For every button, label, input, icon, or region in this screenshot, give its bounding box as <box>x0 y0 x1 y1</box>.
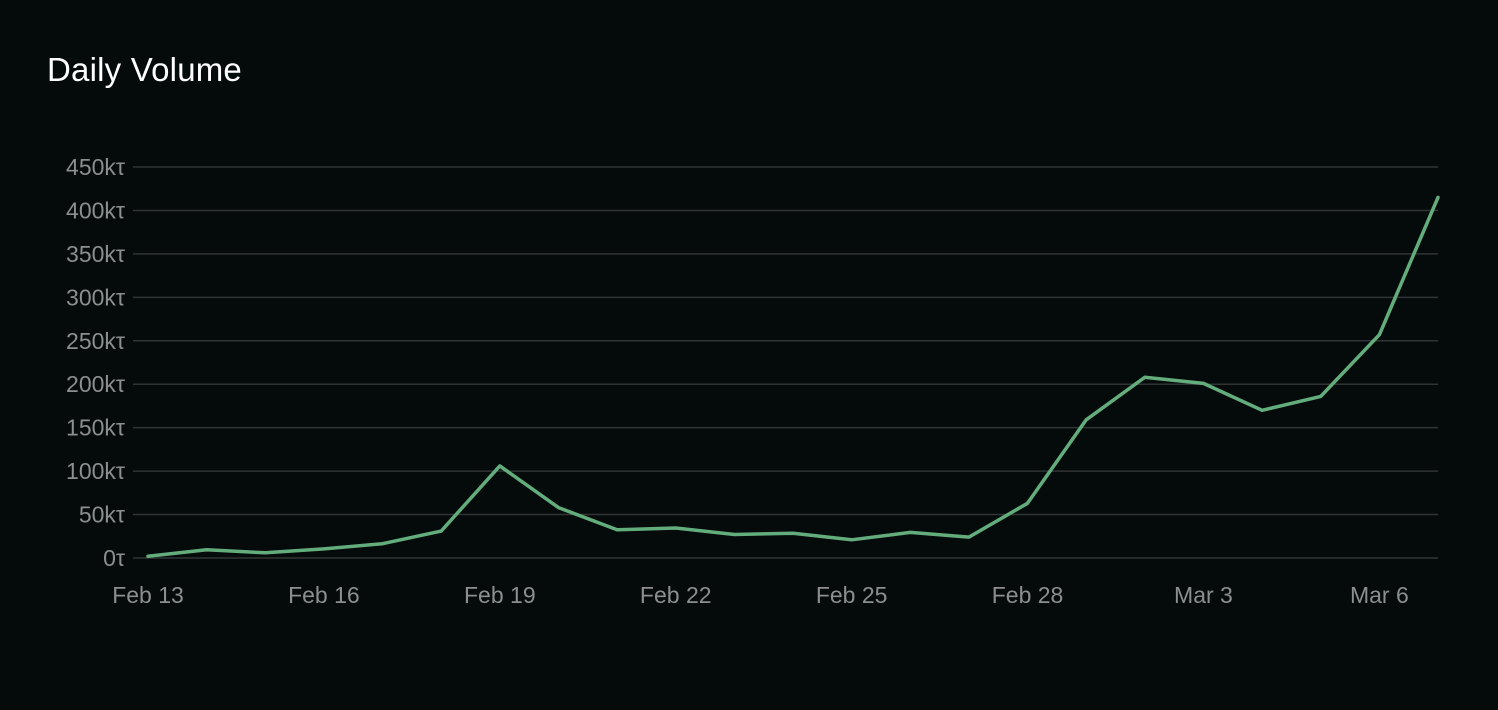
data-point <box>846 534 858 546</box>
data-point <box>728 529 740 541</box>
data-point <box>435 525 447 537</box>
y-axis-ticks: 0τ 50kτ 100kτ 150kτ 200kτ 250kτ 300kτ 350kτ 400k… <box>66 154 125 571</box>
y-tick-label: 150kτ <box>66 415 125 441</box>
data-point <box>670 522 682 534</box>
x-tick-label: Feb 13 <box>112 582 184 608</box>
data-point <box>318 543 330 555</box>
data-point <box>1197 377 1209 389</box>
data-point <box>1022 497 1034 509</box>
x-axis-ticks: Feb 13 Feb 16 Feb 19 Feb 22 Feb 25 Feb 28 Mar … <box>112 582 1409 608</box>
data-point <box>1315 390 1327 402</box>
y-tick-label: 0τ <box>103 545 125 571</box>
data-point <box>1080 414 1092 426</box>
x-tick-label: Feb 19 <box>464 582 536 608</box>
y-tick-label: 300kτ <box>66 284 125 310</box>
data-point <box>904 526 916 538</box>
y-tick-label: 350kτ <box>66 241 125 267</box>
data-point <box>963 531 975 543</box>
x-tick-label: Feb 22 <box>640 582 712 608</box>
x-tick-label: Feb 25 <box>816 582 888 608</box>
y-tick-label: 400kτ <box>66 197 125 223</box>
data-point <box>1139 371 1151 383</box>
data-point <box>1373 329 1385 341</box>
data-point <box>1432 191 1444 203</box>
data-point <box>142 550 154 562</box>
series-line <box>146 195 1440 559</box>
data-point <box>552 502 564 514</box>
y-tick-label: 450kτ <box>66 154 125 180</box>
data-point <box>494 460 506 472</box>
data-point <box>787 527 799 539</box>
x-tick-label: Feb 16 <box>288 582 360 608</box>
chart-title: Daily Volume <box>47 51 242 88</box>
gridlines <box>133 166 1438 559</box>
series-lines <box>142 191 1444 562</box>
data-point <box>259 547 271 559</box>
y-tick-label: 50kτ <box>79 502 125 528</box>
data-point <box>611 524 623 536</box>
x-tick-label: Mar 3 <box>1174 582 1233 608</box>
x-tick-label: Feb 28 <box>992 582 1064 608</box>
y-tick-label: 250kτ <box>66 328 125 354</box>
x-tick-label: Mar 6 <box>1350 582 1409 608</box>
y-tick-label: 100kτ <box>66 458 125 484</box>
data-point <box>377 538 389 550</box>
data-point <box>1256 404 1268 416</box>
data-point <box>201 544 213 556</box>
y-tick-label: 200kτ <box>66 371 125 397</box>
